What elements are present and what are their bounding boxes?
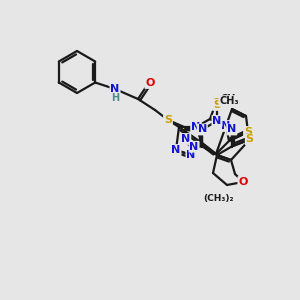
Text: N: N	[191, 122, 201, 132]
Text: CH₃: CH₃	[219, 96, 239, 106]
Text: N: N	[181, 134, 190, 144]
Text: O: O	[145, 78, 155, 88]
Text: N: N	[227, 124, 236, 134]
Text: N: N	[110, 84, 120, 94]
Text: O: O	[238, 177, 248, 187]
Text: N: N	[171, 145, 181, 155]
Text: H: H	[111, 93, 119, 103]
Text: N: N	[221, 121, 231, 131]
Text: CH₃: CH₃	[220, 94, 240, 104]
Text: S: S	[213, 100, 221, 110]
Text: S: S	[164, 115, 172, 125]
Text: N: N	[191, 122, 201, 132]
Text: N: N	[198, 124, 207, 134]
Text: (CH₃)₂: (CH₃)₂	[204, 194, 234, 203]
Text: N: N	[212, 116, 222, 126]
Text: S: S	[246, 134, 254, 145]
Text: S: S	[212, 98, 220, 108]
Text: S: S	[244, 127, 252, 137]
Text: N: N	[186, 150, 196, 160]
Text: N: N	[189, 142, 199, 152]
